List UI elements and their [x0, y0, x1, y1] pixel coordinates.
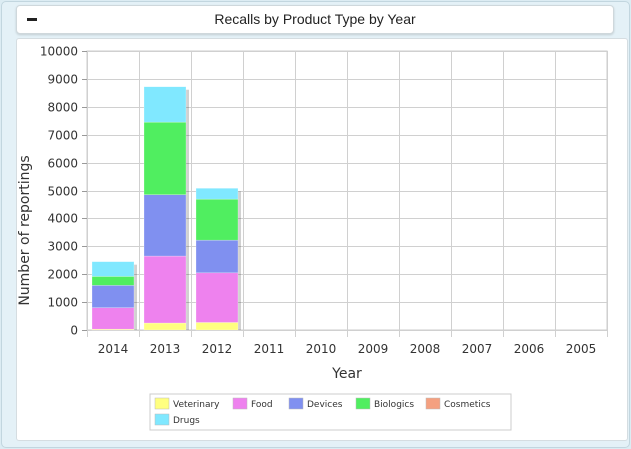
bar-segment[interactable]	[195, 322, 239, 331]
x-axis-title: Year	[331, 366, 362, 382]
y-tick-label: 2000	[47, 268, 78, 282]
legend-label[interactable]: Devices	[307, 400, 343, 410]
x-tick-label: 2008	[410, 342, 441, 356]
legend-swatch[interactable]	[288, 397, 304, 410]
x-tick-label: 2012	[202, 342, 233, 356]
legend-swatch[interactable]	[154, 413, 170, 426]
y-tick-label: 3000	[47, 240, 78, 254]
bar-segment[interactable]	[91, 285, 135, 308]
bar-segment[interactable]	[91, 276, 135, 286]
legend-swatch[interactable]	[232, 397, 248, 410]
y-tick-label: 8000	[47, 101, 78, 115]
legend-label[interactable]: Food	[251, 400, 273, 410]
x-tick-label: 2006	[514, 342, 545, 356]
y-tick-label: 5000	[47, 185, 78, 199]
y-tick-label: 6000	[47, 157, 78, 171]
legend-swatch[interactable]	[425, 397, 441, 410]
bar-segment[interactable]	[195, 198, 239, 241]
bar-segment[interactable]	[143, 322, 187, 331]
collapse-icon[interactable]	[27, 15, 38, 24]
legend-label[interactable]: Drugs	[173, 416, 200, 426]
bar-segment[interactable]	[195, 239, 239, 274]
chart-container: 0 1000 2000 3000 4000 5000 6000 7000 8000 9000 100…	[16, 38, 628, 441]
x-tick-label: 2007	[462, 342, 493, 356]
panel-header: Recalls by Product Type by Year	[16, 5, 614, 34]
x-tick-label: 2009	[358, 342, 389, 356]
legend-swatch[interactable]	[355, 397, 371, 410]
y-tick-label: 0	[70, 324, 78, 338]
bar-segment[interactable]	[91, 307, 135, 330]
panel-title: Recalls by Product Type by Year	[214, 11, 416, 27]
x-tick-label: 2014	[98, 342, 129, 356]
stacked-bar-chart: 0 1000 2000 3000 4000 5000 6000 7000 8000 9000 100…	[17, 45, 608, 431]
bar-segment[interactable]	[143, 194, 187, 257]
x-tick-label: 2013	[150, 342, 181, 356]
x-tick-label: 2011	[254, 342, 285, 356]
legend-swatch[interactable]	[154, 397, 170, 410]
x-tick-label: 2010	[306, 342, 337, 356]
legend-label[interactable]: Biologics	[374, 400, 414, 410]
bar-segment[interactable]	[143, 121, 187, 195]
y-tick-label: 9000	[47, 73, 78, 87]
y-tick-label: 4000	[47, 212, 78, 226]
y-axis-title: Number of reportings	[17, 155, 33, 305]
legend	[149, 393, 512, 431]
x-tick-label: 2005	[566, 342, 597, 356]
bar-segment[interactable]	[195, 272, 239, 323]
bar-segment[interactable]	[143, 255, 187, 324]
bar-segment[interactable]	[91, 261, 135, 277]
legend-label[interactable]: Veterinary	[173, 400, 220, 410]
y-tick-label: 7000	[47, 129, 78, 143]
y-tick-label: 10000	[40, 45, 78, 59]
bar-segment[interactable]	[195, 188, 239, 200]
legend-label[interactable]: Cosmetics	[444, 400, 491, 410]
bar-segment[interactable]	[143, 86, 187, 123]
y-tick-label: 1000	[47, 296, 78, 310]
